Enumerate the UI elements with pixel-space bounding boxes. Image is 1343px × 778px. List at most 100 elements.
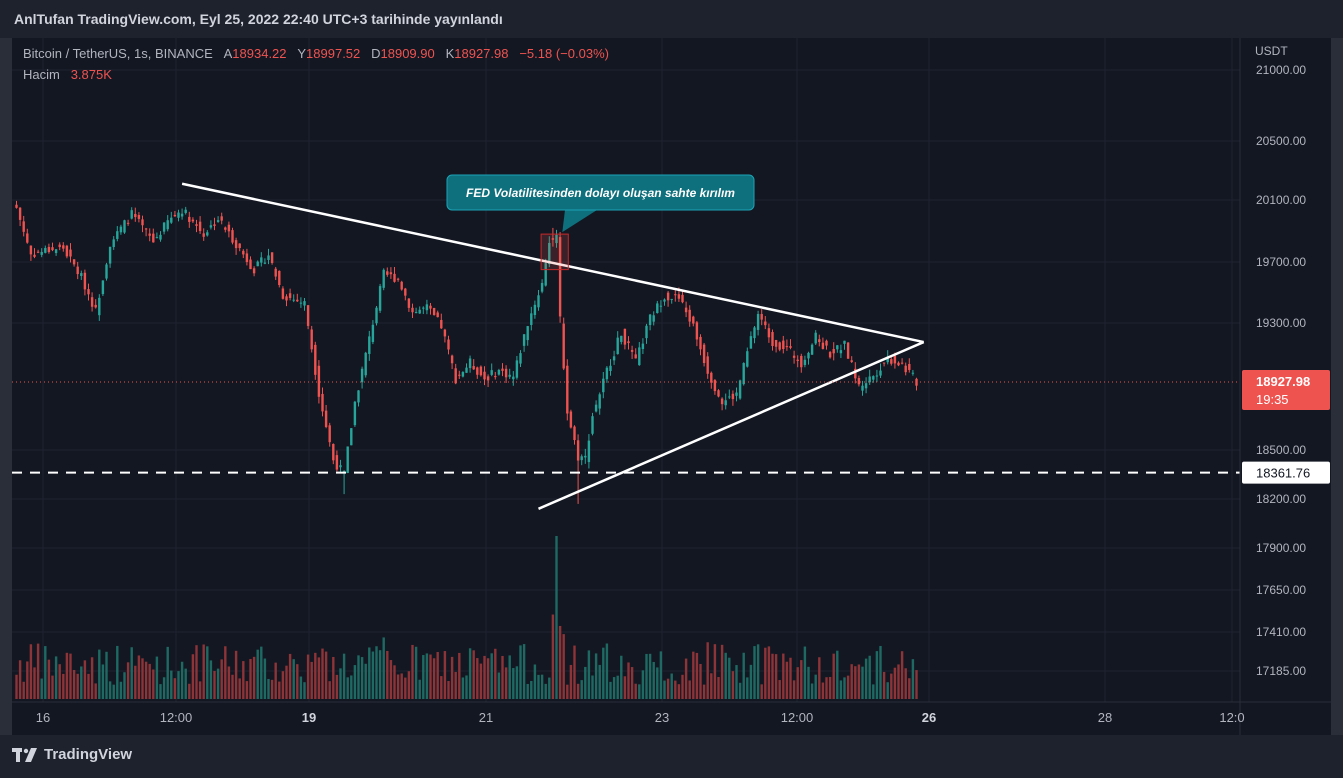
volume-bar [677,684,681,699]
volume-bar [479,663,483,699]
volume-bar [785,661,789,699]
volume-bar [119,681,123,699]
candle [591,416,594,434]
y-tick-label: 21000.00 [1256,63,1306,77]
candle [836,345,839,350]
candle [872,376,875,380]
volume-bar [400,673,403,699]
y-tick-label: 17650.00 [1256,583,1306,597]
volume-bar [224,646,227,699]
volume-bar [47,659,51,699]
volume-bar [846,675,850,699]
candle [137,215,141,219]
candle [796,359,799,362]
candle [162,222,166,232]
volume-bar [738,682,742,699]
tradingview-brand[interactable]: TradingView [12,746,132,763]
candle [638,347,641,366]
legend-change: −5.18 (−0.03%) [519,46,609,61]
volume-bar [825,677,828,699]
candle [252,268,256,274]
volume-bar [180,661,184,699]
candle [627,341,630,344]
volume-bar [198,681,202,699]
x-tick-label: 16 [36,710,50,725]
volume-bar [605,643,609,699]
trendline-upper [181,182,924,344]
volume-bar [231,674,234,699]
volume-bar [522,644,526,699]
candle [220,216,223,221]
volume-bar [756,644,760,699]
volume-bar [616,675,619,699]
volume-bar [803,646,807,699]
volume-bar [519,645,522,699]
volume-bar [339,668,342,699]
legend-open-label: A [223,46,233,61]
volume-bar [890,673,893,699]
volume-bar [252,656,256,699]
volume-bar [558,625,562,699]
y-tick-label: 17900.00 [1256,541,1306,555]
candle [735,392,738,396]
volume-bar [497,672,501,699]
candle [378,286,382,311]
candle [720,398,724,405]
candle [659,305,663,307]
candle [706,356,709,374]
candle [825,340,828,346]
candle [800,355,803,368]
volume-bar [710,673,713,699]
footer [0,735,1343,778]
candle [126,222,130,224]
candle [306,305,310,326]
candle [576,440,580,461]
volume-bar [609,681,612,699]
volume-bar [760,684,763,699]
volume-bar [159,684,162,699]
volume-bar [454,671,457,699]
candle [717,390,720,397]
candle [504,368,508,378]
volume-bars [15,536,918,699]
candle [400,281,403,290]
candle [195,224,198,226]
volume-bar [22,681,25,699]
volume-bar [749,664,753,699]
volume-bar [58,664,61,699]
volume-bar [713,644,717,699]
volume-bar [627,662,630,699]
candle [47,246,51,253]
legend-volume-label[interactable]: Hacim [23,67,60,82]
candle [314,344,317,375]
legend-symbol[interactable]: Bitcoin / TetherUS, 1s, BINANCE [23,46,213,61]
level-price-label: 18361.76 [1256,466,1310,481]
volume-bar [422,655,425,699]
volume-bar [76,673,79,699]
volume-bar [915,670,918,699]
x-tick-label: 23 [655,710,669,725]
chart-frame[interactable] [12,38,1331,735]
volume-bar [839,680,843,699]
candle [213,224,216,226]
volume-bar [324,651,328,699]
volume-bar [659,651,663,699]
candle [454,368,457,384]
candle [911,372,915,374]
candle [854,368,857,379]
candle [674,294,677,296]
volume-bar [436,651,439,699]
candle [609,365,612,372]
volume-bar [335,674,339,699]
volume-bar [62,673,65,699]
volume-bar [317,657,321,699]
candle [324,410,328,428]
volume-bar [54,656,58,699]
candle [846,342,850,359]
volume-bar [238,678,241,699]
legend-volume: 3.875K [70,67,112,82]
candle [677,294,681,299]
candle [393,273,396,282]
volume-bar [652,661,655,699]
